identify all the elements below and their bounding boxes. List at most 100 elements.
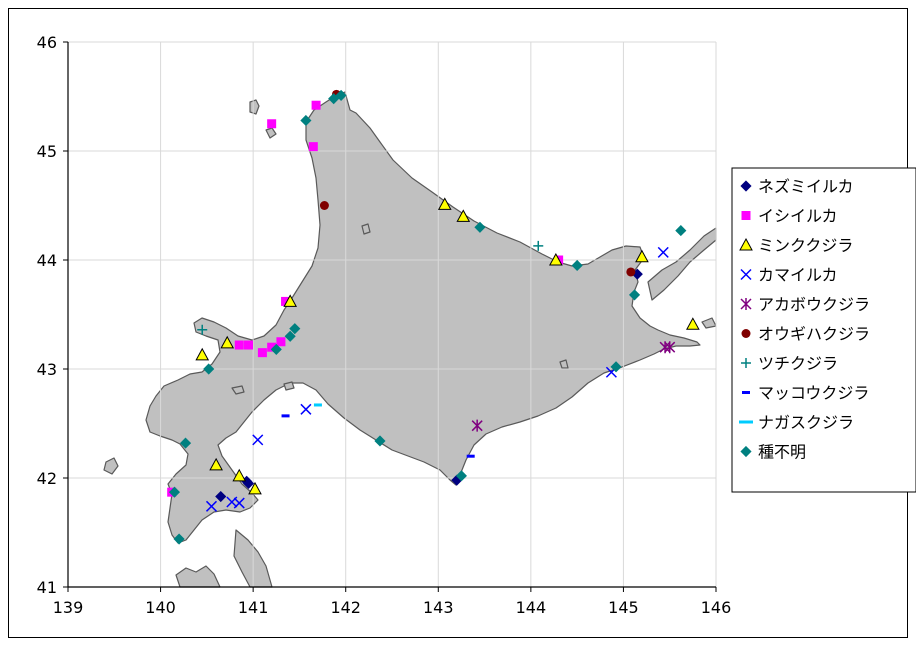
legend-marker — [740, 268, 752, 281]
y-tick-label: 44 — [37, 251, 57, 270]
hokkaido-land — [103, 91, 717, 588]
y-tick-label: 46 — [37, 33, 57, 52]
legend-label: アカボウクジラ — [758, 295, 870, 314]
legend-label: オウギハクジラ — [758, 325, 870, 344]
series-8 — [313, 403, 322, 407]
legend-marker — [741, 211, 751, 220]
data-point — [267, 119, 277, 129]
data-point — [610, 361, 622, 373]
axes: 139 140 141 142 143 144 145 146 41 42 43 44 45 46 — [37, 33, 732, 617]
data-point — [456, 209, 471, 222]
legend-item: ツチクジラ — [741, 354, 838, 373]
data-point — [437, 197, 452, 210]
data-point — [533, 240, 544, 251]
data-point — [232, 468, 247, 482]
data-point — [283, 294, 298, 307]
data-point — [233, 497, 245, 509]
data-markers — [167, 89, 700, 545]
y-tick-label: 43 — [37, 360, 57, 379]
data-point — [675, 225, 687, 237]
legend-label: ミンククジラ — [758, 236, 853, 255]
data-point — [180, 437, 192, 449]
data-point — [686, 317, 700, 330]
data-point — [215, 490, 227, 503]
legend-marker — [742, 391, 750, 394]
series-4 — [471, 341, 676, 432]
data-point — [173, 533, 185, 545]
small-island-north — [265, 127, 277, 139]
data-point — [244, 340, 254, 350]
legend-label: イシイルカ — [758, 207, 838, 226]
data-point — [335, 89, 347, 101]
lake-1 — [361, 223, 371, 235]
legend-item: ナガスクジラ — [739, 413, 854, 432]
legend-label: 種不明 — [758, 443, 806, 462]
data-point — [197, 324, 208, 335]
data-point — [203, 363, 215, 375]
data-point — [300, 114, 312, 127]
legend-marker — [741, 329, 751, 338]
data-point — [209, 457, 223, 471]
legend-label: マッコウクジラ — [758, 384, 869, 403]
x-tick-label: 146 — [701, 598, 732, 617]
series-3 — [205, 246, 669, 512]
x-tick-label: 141 — [238, 598, 269, 617]
y-tick-label: 45 — [37, 142, 57, 161]
y-tick-label: 41 — [37, 578, 57, 597]
data-point — [289, 323, 301, 335]
x-tick-label: 143 — [423, 598, 454, 617]
x-tick-label: 145 — [608, 598, 639, 617]
x-tick-label: 144 — [516, 598, 547, 617]
data-point — [267, 342, 277, 352]
data-point — [281, 296, 291, 306]
series-6 — [197, 240, 544, 335]
data-point — [234, 340, 244, 350]
data-point — [281, 414, 290, 418]
data-point — [313, 403, 322, 407]
x-tick-label: 139 — [53, 598, 84, 617]
data-point — [300, 403, 312, 415]
data-point — [248, 481, 262, 495]
legend-item: カマイルカ — [740, 266, 838, 285]
legend-label: カマイルカ — [758, 266, 838, 285]
data-point — [549, 252, 563, 266]
data-point — [205, 500, 218, 512]
legend-label: ツチクジラ — [758, 354, 838, 373]
data-point — [466, 454, 475, 458]
okushiri-island — [103, 457, 119, 475]
x-tick-label: 142 — [330, 598, 361, 617]
legend-label: ナガスクジラ — [758, 413, 854, 432]
series-9 — [168, 89, 687, 545]
legend-item: 種不明 — [740, 443, 806, 462]
data-point — [471, 419, 483, 432]
data-point — [374, 435, 386, 447]
small-islet-1 — [231, 385, 245, 395]
data-point — [168, 486, 181, 498]
data-point — [220, 335, 235, 349]
small-islet-2 — [283, 381, 295, 391]
legend-item: イシイルカ — [741, 207, 838, 226]
legend-marker — [741, 358, 751, 368]
data-point — [664, 341, 676, 354]
data-point — [195, 347, 210, 361]
data-point — [635, 249, 649, 263]
legend-label: ネズミイルカ — [758, 177, 854, 196]
data-point — [308, 142, 318, 152]
data-point — [311, 100, 321, 110]
data-point — [328, 93, 340, 105]
x-tick-label: 140 — [145, 598, 176, 617]
data-point — [455, 470, 467, 482]
legend-item: ネズミイルカ — [740, 177, 854, 196]
legend-marker — [739, 420, 753, 424]
legend-marker — [740, 298, 752, 310]
data-point — [257, 348, 267, 358]
data-point — [252, 434, 264, 446]
legend-marker — [740, 180, 752, 192]
legend-item: オウギハクジラ — [741, 325, 870, 344]
legend-item: アカボウクジラ — [740, 295, 870, 314]
data-point — [284, 330, 296, 342]
lake-2 — [559, 359, 569, 369]
data-point — [242, 477, 255, 490]
legend-box — [731, 167, 916, 493]
